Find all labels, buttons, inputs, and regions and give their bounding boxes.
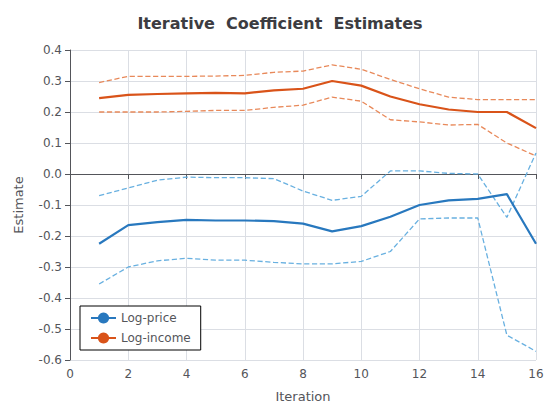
svg-text:-0.3: -0.3 [39,260,62,274]
svg-text:-0.1: -0.1 [39,198,62,212]
svg-text:2: 2 [124,367,132,381]
svg-text:0.2: 0.2 [43,105,62,119]
svg-text:16: 16 [528,367,543,381]
svg-text:-0.2: -0.2 [39,229,62,243]
svg-text:0.3: 0.3 [43,74,62,88]
svg-text:0: 0 [66,367,74,381]
svg-text:14: 14 [470,367,485,381]
svg-text:Estimate: Estimate [11,176,26,233]
svg-text:Iterative Coefficient Estima: Iterative Coefficient Estimates [137,14,422,33]
svg-text:0.4: 0.4 [43,43,62,57]
svg-text:10: 10 [354,367,369,381]
svg-text:Log-income: Log-income [121,331,191,345]
svg-text:6: 6 [241,367,249,381]
svg-text:8: 8 [299,367,307,381]
svg-text:-0.4: -0.4 [39,291,62,305]
svg-text:Log-price: Log-price [121,311,177,325]
svg-text:-0.5: -0.5 [39,322,62,336]
svg-text:12: 12 [412,367,427,381]
svg-text:-0.6: -0.6 [39,353,62,367]
svg-text:0.0: 0.0 [43,167,62,181]
svg-text:Iteration: Iteration [275,389,330,404]
svg-text:4: 4 [183,367,191,381]
svg-text:0.1: 0.1 [43,136,62,150]
